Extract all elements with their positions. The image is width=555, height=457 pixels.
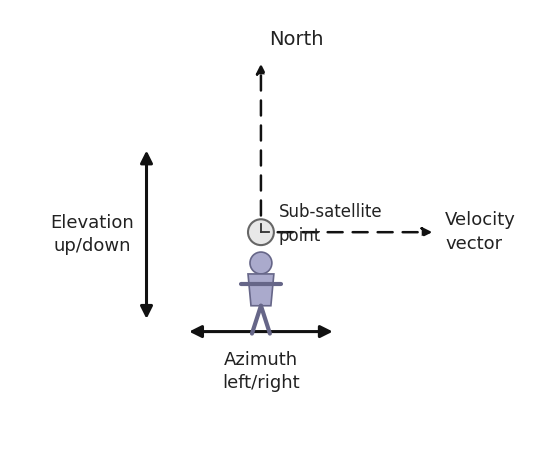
Text: Velocity
vector: Velocity vector xyxy=(445,212,516,253)
Text: Elevation
up/down: Elevation up/down xyxy=(50,214,134,255)
Circle shape xyxy=(250,252,272,274)
Polygon shape xyxy=(248,274,274,306)
Text: North: North xyxy=(269,30,324,49)
Text: Azimuth
left/right: Azimuth left/right xyxy=(222,351,300,392)
Circle shape xyxy=(248,219,274,245)
Text: Sub-satellite
point: Sub-satellite point xyxy=(279,203,382,245)
